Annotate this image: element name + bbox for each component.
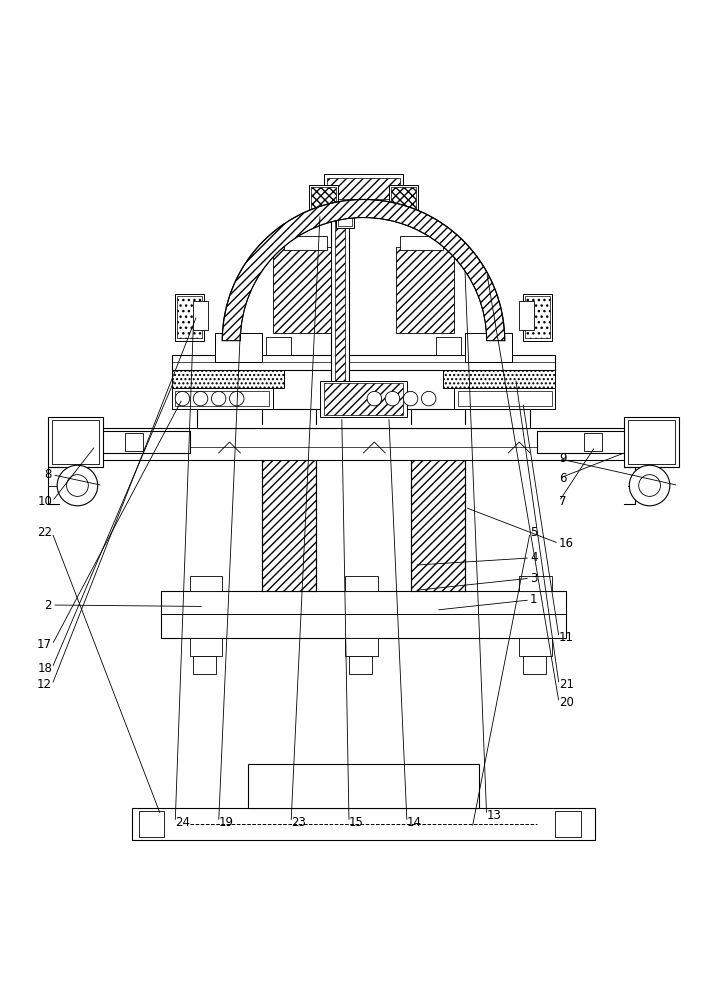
FancyBboxPatch shape [88,428,639,460]
Text: 19: 19 [219,816,233,829]
Circle shape [212,391,226,406]
FancyBboxPatch shape [193,656,217,674]
FancyBboxPatch shape [161,591,566,638]
Text: 3: 3 [530,572,537,585]
FancyBboxPatch shape [458,391,552,406]
Text: 4: 4 [530,551,537,564]
FancyBboxPatch shape [465,333,512,362]
FancyBboxPatch shape [88,431,190,453]
FancyBboxPatch shape [389,185,418,214]
Bar [262,424,316,591]
FancyBboxPatch shape [519,576,552,591]
FancyBboxPatch shape [454,388,555,409]
Circle shape [193,391,208,406]
FancyBboxPatch shape [628,420,675,464]
Bar [396,247,454,333]
Bar [334,196,345,413]
Circle shape [422,391,436,406]
Text: 23: 23 [291,816,306,829]
Text: 1: 1 [530,593,537,606]
FancyBboxPatch shape [324,174,403,203]
FancyBboxPatch shape [309,185,338,214]
Text: 17: 17 [37,638,52,651]
FancyBboxPatch shape [190,576,222,591]
Text: 12: 12 [37,678,52,691]
FancyBboxPatch shape [172,355,555,370]
Text: 15: 15 [349,816,364,829]
Text: 2: 2 [44,599,52,612]
Circle shape [175,391,190,406]
Circle shape [367,391,382,406]
FancyBboxPatch shape [175,391,269,406]
Circle shape [639,475,660,496]
Text: 13: 13 [486,809,502,822]
FancyBboxPatch shape [436,337,461,355]
Bar [443,370,555,388]
Bar [311,187,336,212]
FancyBboxPatch shape [331,192,349,417]
Bar [172,370,284,388]
FancyBboxPatch shape [345,576,378,591]
FancyBboxPatch shape [585,433,603,451]
Text: 7: 7 [559,495,566,508]
FancyBboxPatch shape [132,808,595,840]
Bar [525,296,550,338]
FancyBboxPatch shape [537,431,639,453]
FancyBboxPatch shape [320,381,407,417]
Polygon shape [222,199,505,341]
FancyBboxPatch shape [266,337,291,355]
FancyBboxPatch shape [193,301,208,330]
FancyBboxPatch shape [175,294,204,341]
Circle shape [385,391,400,406]
Text: 18: 18 [37,662,52,675]
Bar [327,178,400,199]
FancyBboxPatch shape [248,764,479,808]
FancyBboxPatch shape [124,433,142,451]
Circle shape [57,465,97,506]
FancyBboxPatch shape [336,203,354,228]
Text: 11: 11 [559,631,574,644]
FancyBboxPatch shape [139,811,164,837]
Circle shape [630,465,670,506]
Text: 16: 16 [559,537,574,550]
Text: 21: 21 [559,678,574,691]
FancyBboxPatch shape [284,236,327,250]
Bar [324,383,403,415]
Bar [519,638,552,656]
FancyBboxPatch shape [400,236,443,250]
FancyBboxPatch shape [523,656,546,674]
Bar [177,296,202,338]
FancyBboxPatch shape [624,417,678,467]
Wedge shape [222,199,505,341]
Text: 8: 8 [44,468,52,481]
FancyBboxPatch shape [349,656,372,674]
Bar [345,638,378,656]
FancyBboxPatch shape [519,301,534,330]
Bar [411,424,465,591]
Text: 22: 22 [37,526,52,539]
Text: 14: 14 [407,816,422,829]
Text: 5: 5 [530,526,537,539]
Text: 20: 20 [559,696,574,709]
Circle shape [403,391,418,406]
Text: 10: 10 [37,495,52,508]
Bar [273,247,331,333]
FancyBboxPatch shape [49,417,103,467]
FancyBboxPatch shape [215,333,262,362]
Bar [190,638,222,656]
FancyBboxPatch shape [338,205,352,226]
Text: 24: 24 [175,816,190,829]
Circle shape [67,475,88,496]
FancyBboxPatch shape [52,420,99,464]
FancyBboxPatch shape [523,294,552,341]
Text: 6: 6 [559,472,566,485]
Text: 9: 9 [559,452,566,465]
Circle shape [230,391,244,406]
FancyBboxPatch shape [197,409,530,428]
FancyBboxPatch shape [172,388,273,409]
FancyBboxPatch shape [555,811,581,837]
Bar [391,187,416,212]
